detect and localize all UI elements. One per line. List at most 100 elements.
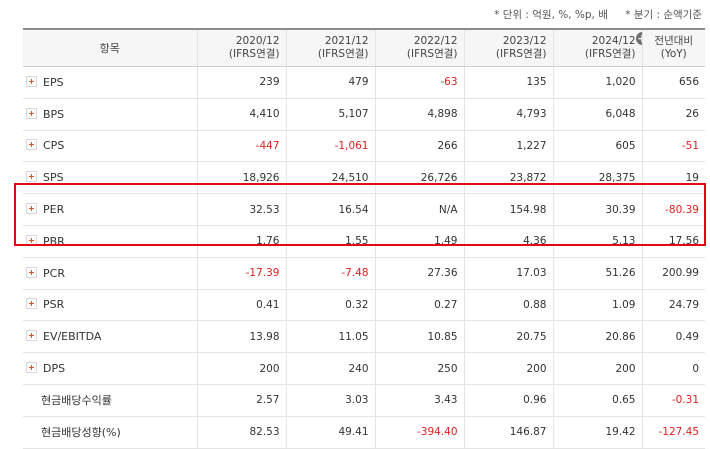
value-cell: 4,793 [463, 98, 553, 131]
row-item[interactable]: EPS [23, 66, 197, 99]
value-cell: 240 [285, 352, 375, 385]
row-label: EPS [43, 75, 64, 89]
value-cell: 1.49 [374, 225, 464, 258]
table-row: PER 32.53 16.54 N/A 154.98 30.39 -80.39 [23, 193, 705, 226]
row-item[interactable]: PER [23, 193, 197, 226]
row-label: BPS [43, 107, 65, 121]
value-cell: 0.32 [285, 289, 375, 322]
yoy-cell: 26 [641, 98, 705, 131]
value-cell: 17.03 [463, 257, 553, 290]
yoy-cell: 0 [641, 352, 705, 385]
row-label: PSR [43, 298, 65, 312]
value-cell: 5,107 [285, 98, 375, 131]
value-cell: 28,375 [552, 161, 642, 195]
table-row: CPS -447 -1,061 266 1,227 605 -51 [23, 130, 705, 163]
value-cell: 3.03 [285, 384, 375, 417]
value-cell: 1.55 [285, 225, 375, 258]
header-period: 2024/12 [591, 35, 636, 47]
yoy-cell: 0.49 [641, 320, 705, 354]
value-cell: 0.96 [463, 384, 553, 417]
header-period-2024: 2024/12 + (IFRS연결) [552, 29, 642, 67]
expand-plus-icon[interactable] [26, 330, 37, 342]
value-cell: 16.54 [285, 193, 375, 226]
expand-plus-icon[interactable] [26, 362, 37, 374]
expand-plus-icon[interactable] [26, 234, 37, 246]
row-item[interactable]: DPS [23, 352, 197, 385]
value-cell: 20.75 [463, 320, 553, 354]
value-cell: 1,020 [552, 66, 642, 99]
value-cell: 4.36 [463, 225, 553, 258]
row-label: 현금배당성향(%) [41, 426, 121, 440]
value-cell: N/A [374, 193, 464, 226]
table-row: EPS 239 479 -63 135 1,020 656 [23, 66, 705, 99]
value-cell: 479 [285, 66, 375, 99]
plus-circle-icon[interactable]: + [635, 32, 642, 45]
unit-note: * 단위 : 억원, %, %p, 배 [494, 9, 608, 21]
row-item[interactable]: SPS [23, 161, 197, 195]
expand-plus-icon[interactable] [26, 75, 37, 87]
value-cell: -447 [196, 130, 286, 163]
value-cell: -17.39 [196, 257, 286, 290]
value-cell: 51.26 [552, 257, 642, 290]
value-cell: 1,227 [463, 130, 553, 163]
row-item: 현금배당성향(%) [23, 416, 197, 449]
value-cell: 239 [196, 66, 286, 99]
header-basis: (IFRS연결) [317, 48, 369, 60]
header-period-2020: 2020/12 (IFRS연결) [196, 29, 286, 67]
value-cell: 11.05 [285, 320, 375, 354]
header-2024-wrap: 2024/12 + [591, 32, 642, 48]
value-cell: 20.86 [552, 320, 642, 354]
expand-plus-icon[interactable] [26, 298, 37, 310]
row-label: PER [43, 203, 65, 217]
value-cell: -394.40 [374, 416, 464, 449]
row-item[interactable]: EV/EBITDA [23, 320, 197, 354]
header-period: 2021/12 [324, 35, 369, 47]
row-label: DPS [43, 362, 66, 376]
row-label: CPS [43, 139, 65, 153]
row-label: PCR [43, 266, 65, 280]
row-item[interactable]: BPS [23, 98, 197, 131]
value-cell: -1,061 [285, 130, 375, 163]
header-period-2022: 2022/12 (IFRS연결) [374, 29, 464, 67]
header-period: 2022/12 [413, 35, 458, 47]
header-item: 항목 [23, 29, 197, 67]
yoy-cell: -127.45 [641, 416, 705, 449]
value-cell: -7.48 [285, 257, 375, 290]
row-item[interactable]: PCR [23, 257, 197, 290]
expand-plus-icon[interactable] [26, 266, 37, 278]
header-basis: (IFRS연결) [228, 48, 280, 60]
value-cell: 605 [552, 130, 642, 163]
row-item: 현금배당수익률 [23, 384, 197, 417]
value-cell: 10.85 [374, 320, 464, 354]
expand-plus-icon[interactable] [26, 107, 37, 119]
table-row: PBR 1.76 1.55 1.49 4.36 5.13 17.56 [23, 225, 705, 258]
expand-plus-icon[interactable] [26, 139, 37, 151]
value-cell: 2.57 [196, 384, 286, 417]
value-cell: 13.98 [196, 320, 286, 354]
table-row: 현금배당성향(%) 82.53 49.41 -394.40 146.87 19.42 -12… [23, 416, 705, 449]
yoy-cell: 17.56 [641, 225, 705, 258]
header-yoy-label: 전년대비 [654, 35, 694, 47]
unit-notes: * 단위 : 억원, %, %p, 배 * 분기 : 순액기준 [494, 7, 702, 23]
financial-ratio-table: 항목 2020/12 (IFRS연결) 2021/12 (IFRS연결) 202… [23, 28, 705, 449]
row-item[interactable]: PBR [23, 225, 197, 258]
value-cell: 23,872 [463, 161, 553, 195]
value-cell: 26,726 [374, 161, 464, 195]
row-item[interactable]: PSR [23, 289, 197, 322]
row-item[interactable]: CPS [23, 130, 197, 163]
yoy-cell: 19 [641, 161, 705, 195]
yoy-cell: -80.39 [641, 193, 705, 226]
value-cell: 30.39 [552, 193, 642, 226]
value-cell: 6,048 [552, 98, 642, 131]
value-cell: 154.98 [463, 193, 553, 226]
value-cell: 5.13 [552, 225, 642, 258]
expand-plus-icon[interactable] [26, 203, 37, 215]
value-cell: 200 [552, 352, 642, 385]
value-cell: 266 [374, 130, 464, 163]
header-yoy-sub: (YoY) [660, 48, 687, 60]
header-basis: (IFRS연결) [406, 48, 458, 60]
value-cell: 3.43 [374, 384, 464, 417]
expand-plus-icon[interactable] [26, 171, 37, 183]
quarter-note: * 분기 : 순액기준 [625, 9, 702, 21]
value-cell: 146.87 [463, 416, 553, 449]
